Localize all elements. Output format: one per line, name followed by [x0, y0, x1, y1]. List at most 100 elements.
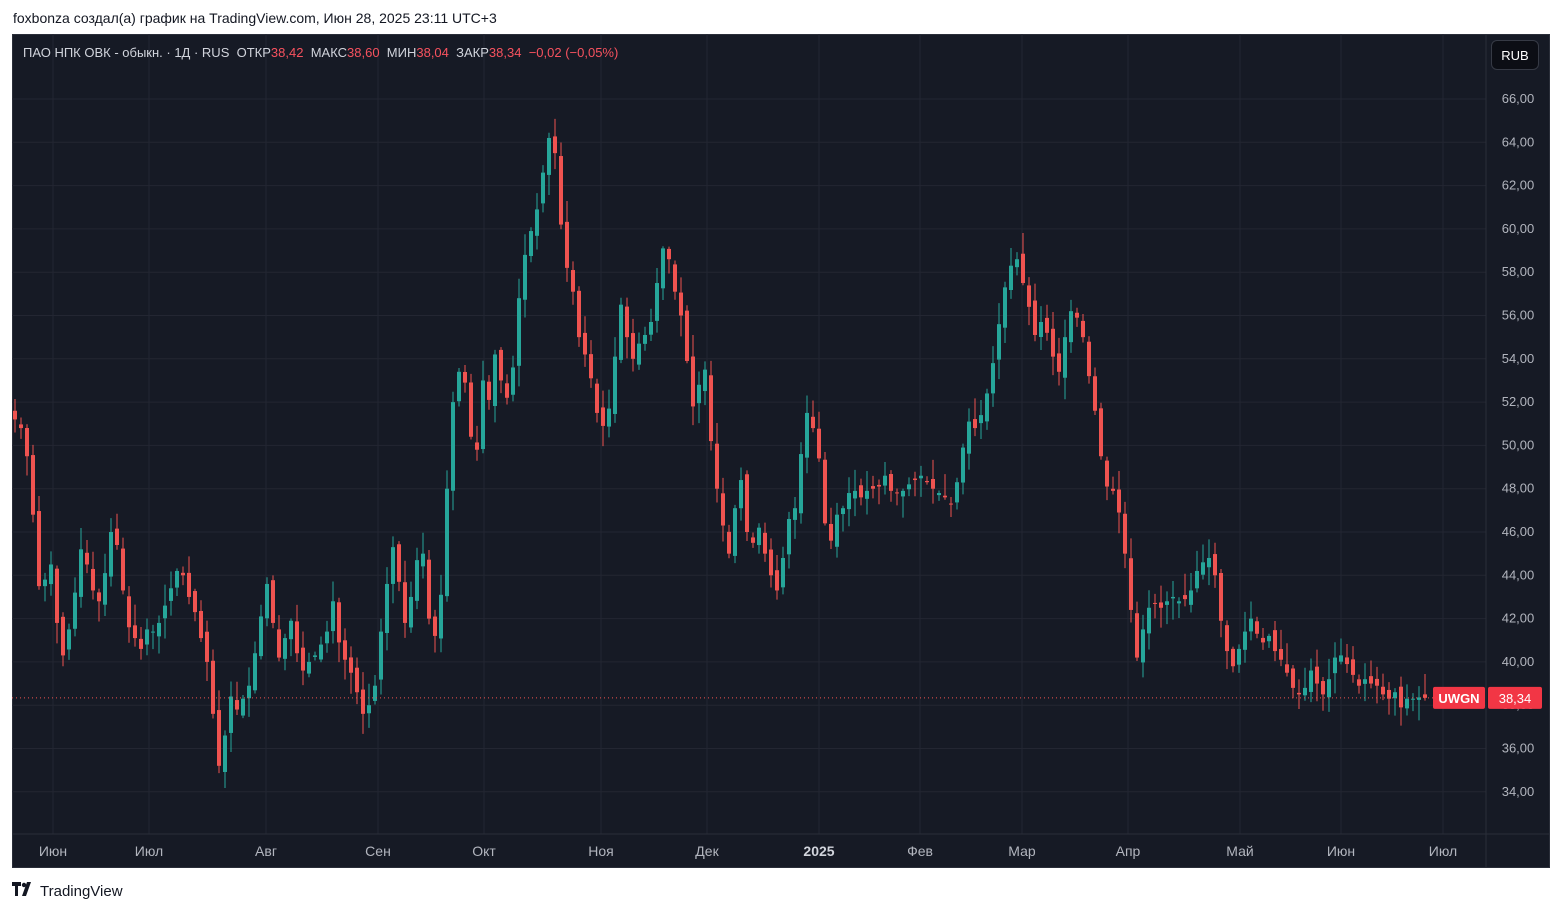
- candle-body[interactable]: [547, 137, 551, 175]
- candle-body[interactable]: [571, 270, 575, 292]
- candle-body[interactable]: [817, 428, 821, 459]
- candle-body[interactable]: [1411, 698, 1415, 700]
- candle-body[interactable]: [913, 478, 917, 481]
- candle-body[interactable]: [1297, 692, 1301, 695]
- candle-body[interactable]: [739, 480, 743, 509]
- candle-body[interactable]: [805, 412, 809, 458]
- candle-body[interactable]: [421, 553, 425, 567]
- candle-body[interactable]: [1231, 648, 1235, 667]
- candle-body[interactable]: [13, 410, 17, 420]
- candle-body[interactable]: [469, 382, 473, 437]
- candle-body[interactable]: [1129, 558, 1133, 610]
- candle-body[interactable]: [1015, 259, 1019, 268]
- candle-body[interactable]: [829, 523, 833, 541]
- candle-body[interactable]: [853, 490, 857, 499]
- candle-body[interactable]: [1393, 692, 1397, 699]
- candle-body[interactable]: [1147, 607, 1151, 634]
- candle-body[interactable]: [1363, 679, 1367, 684]
- candle-body[interactable]: [1123, 513, 1127, 554]
- candle-body[interactable]: [1387, 689, 1391, 699]
- candle-body[interactable]: [727, 531, 731, 554]
- candle-body[interactable]: [127, 596, 131, 628]
- candle-body[interactable]: [559, 156, 563, 225]
- candle-body[interactable]: [49, 564, 53, 585]
- candle-body[interactable]: [151, 631, 155, 633]
- candle-body[interactable]: [19, 424, 23, 429]
- candle-body[interactable]: [1309, 670, 1313, 692]
- candle-body[interactable]: [655, 283, 659, 321]
- candle-body[interactable]: [781, 557, 785, 588]
- candle-body[interactable]: [703, 369, 707, 392]
- candle-body[interactable]: [61, 616, 65, 656]
- candle-body[interactable]: [991, 363, 995, 394]
- candle-body[interactable]: [1183, 595, 1187, 600]
- candle-body[interactable]: [859, 485, 863, 498]
- candle-body[interactable]: [1165, 601, 1169, 605]
- candle-body[interactable]: [895, 492, 899, 494]
- candle-body[interactable]: [67, 629, 71, 650]
- candle-body[interactable]: [1177, 601, 1181, 604]
- candle-body[interactable]: [1033, 300, 1037, 335]
- candle-body[interactable]: [121, 548, 125, 591]
- candle-body[interactable]: [583, 332, 587, 355]
- candle-body[interactable]: [1225, 625, 1229, 652]
- candle-body[interactable]: [883, 475, 887, 486]
- candle-body[interactable]: [193, 591, 197, 613]
- candle-body[interactable]: [463, 371, 467, 383]
- candle-body[interactable]: [1351, 659, 1355, 675]
- candle-body[interactable]: [295, 621, 299, 654]
- candle-body[interactable]: [835, 514, 839, 547]
- candle-body[interactable]: [115, 528, 119, 545]
- candle-body[interactable]: [1087, 341, 1091, 377]
- candle-body[interactable]: [277, 629, 281, 658]
- candle-body[interactable]: [1237, 648, 1241, 665]
- candle-body[interactable]: [943, 495, 947, 498]
- candle-body[interactable]: [343, 640, 347, 660]
- candle-body[interactable]: [589, 354, 593, 379]
- candle-body[interactable]: [163, 605, 167, 619]
- candle-body[interactable]: [31, 455, 35, 515]
- candle-body[interactable]: [511, 367, 515, 395]
- candle-body[interactable]: [499, 349, 503, 381]
- candle-body[interactable]: [811, 416, 815, 429]
- candle-body[interactable]: [871, 486, 875, 489]
- candle-body[interactable]: [409, 596, 413, 628]
- candle-body[interactable]: [229, 696, 233, 733]
- candle-body[interactable]: [181, 572, 185, 576]
- candle-body[interactable]: [331, 601, 335, 632]
- candle-body[interactable]: [1027, 285, 1031, 307]
- candle-body[interactable]: [265, 583, 269, 619]
- candle-body[interactable]: [637, 343, 641, 365]
- candle-body[interactable]: [907, 484, 911, 490]
- candle-body[interactable]: [487, 381, 491, 400]
- candle-body[interactable]: [415, 560, 419, 601]
- candle-body[interactable]: [1417, 697, 1421, 700]
- candle-body[interactable]: [169, 588, 173, 601]
- candle-body[interactable]: [775, 570, 779, 591]
- candle-body[interactable]: [667, 248, 671, 260]
- candle-body[interactable]: [847, 493, 851, 510]
- candle-body[interactable]: [865, 490, 869, 499]
- candle-body[interactable]: [1105, 460, 1109, 487]
- candle-body[interactable]: [175, 570, 179, 588]
- candle-body[interactable]: [373, 685, 377, 701]
- candle-body[interactable]: [967, 421, 971, 454]
- candle-body[interactable]: [445, 488, 449, 597]
- candle-body[interactable]: [1369, 676, 1373, 684]
- candle-body[interactable]: [241, 698, 245, 716]
- candlestick-chart[interactable]: 34,0036,0038,0040,0042,0044,0046,0048,00…: [12, 34, 1550, 868]
- candle-body[interactable]: [1141, 629, 1145, 663]
- candle-body[interactable]: [79, 549, 83, 597]
- candle-body[interactable]: [1069, 311, 1073, 343]
- candle-body[interactable]: [553, 136, 557, 154]
- candle-body[interactable]: [715, 443, 719, 489]
- candle-body[interactable]: [1327, 679, 1331, 698]
- candle-body[interactable]: [307, 661, 311, 674]
- candle-body[interactable]: [619, 304, 623, 360]
- candle-body[interactable]: [109, 532, 113, 577]
- candle-body[interactable]: [1345, 657, 1349, 665]
- candle-body[interactable]: [793, 508, 797, 520]
- candle-body[interactable]: [1171, 596, 1175, 599]
- candle-body[interactable]: [1405, 698, 1409, 709]
- candle-body[interactable]: [1357, 679, 1361, 686]
